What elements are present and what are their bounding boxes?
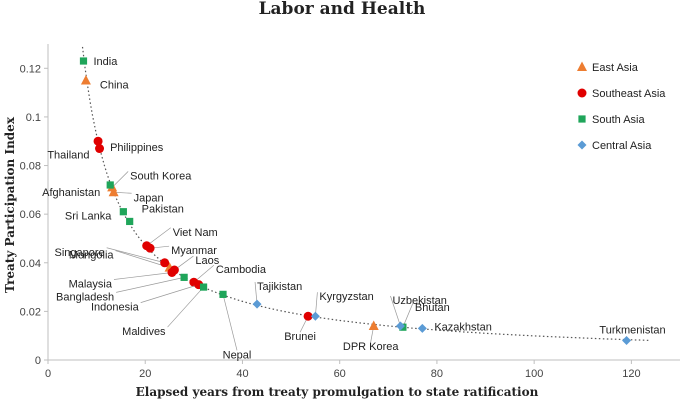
point-label-dpr-korea: DPR Korea — [343, 341, 400, 353]
leader-line-mongolia — [115, 250, 170, 268]
point-india — [79, 57, 88, 65]
point-label-maldives: Maldives — [122, 326, 166, 338]
point-label-singapore: Singapore — [55, 247, 105, 259]
leader-line-malaysia — [113, 272, 173, 280]
chart-title: Labor and Health — [259, 0, 426, 19]
point-label-cambodia: Cambodia — [216, 264, 267, 276]
point-label-malaysia: Malaysia — [69, 278, 113, 290]
point-kyrgyzstan — [310, 311, 320, 321]
point-label-kyrgyzstan: Kyrgyzstan — [319, 291, 373, 303]
point-malaysia — [167, 267, 177, 277]
legend-marker-south-asia — [578, 115, 586, 123]
legend-marker-east-asia — [577, 61, 587, 71]
plot-area: 0 20 40 60 80 100 120 0 0.02 0.04 0.06 0.08 0.1 0.12 C… — [20, 44, 680, 380]
legend-marker-central-asia — [577, 140, 587, 150]
leader-line-maldives — [167, 286, 204, 328]
point-label-uzbekistan: Uzbekistan — [392, 295, 446, 307]
point-label-afghanistan: Afghanistan — [42, 187, 100, 199]
point-japan — [108, 186, 119, 197]
x-tick-label: 60 — [334, 368, 346, 380]
legend: East Asia Southeast Asia South Asia Central… — [577, 61, 666, 152]
x-tick-label: 20 — [139, 368, 151, 380]
legend-label-south-asia: South Asia — [592, 114, 645, 126]
point-label-south-korea: South Korea — [130, 170, 192, 182]
leader-line-uzbekistan — [390, 295, 401, 327]
leader-line-south-korea — [111, 171, 129, 188]
point-uzbekistan — [395, 321, 405, 331]
point-maldives — [199, 283, 208, 291]
point-label-myanmar: Myanmar — [171, 245, 217, 257]
legend-label-southeast-asia: Southeast Asia — [592, 88, 666, 100]
point-singapore — [160, 258, 170, 268]
point-label-laos: Laos — [195, 255, 219, 267]
point-label-nepal: Nepal — [223, 349, 252, 361]
point-nepal — [219, 290, 227, 298]
y-tick-label: 0.04 — [20, 258, 41, 270]
point-kazakhstan — [417, 323, 427, 333]
leader-line-viet-nam — [146, 227, 171, 247]
point-label-pakistan: Pakistan — [142, 203, 184, 215]
y-tick-label: 0.06 — [20, 209, 41, 221]
point-label-brunei: Brunei — [284, 331, 316, 343]
point-turkmenistan — [622, 336, 632, 346]
x-tick-label: 120 — [622, 368, 640, 380]
x-tick-label: 80 — [431, 368, 443, 380]
point-china — [80, 74, 91, 85]
x-tick-label: 0 — [45, 368, 51, 380]
x-tick-label: 100 — [525, 368, 543, 380]
point-dpr-korea — [368, 320, 379, 330]
y-tick-label: 0.08 — [20, 161, 41, 173]
point-label-tajikistan: Tajikistan — [257, 281, 302, 293]
y-axis-title: Treaty Participation Index — [3, 116, 17, 293]
y-tick-label: 0.1 — [26, 112, 41, 124]
point-label-indonesia: Indonesia — [91, 302, 140, 314]
point-label-kazakhstan: Kazakhstan — [434, 321, 491, 333]
leader-line-bangladesh — [116, 277, 185, 293]
y-tick-label: 0 — [35, 355, 41, 367]
point-label-turkmenistan: Turkmenistan — [599, 325, 665, 337]
point-thailand — [95, 144, 105, 154]
point-brunei — [303, 311, 313, 321]
legend-label-central-asia: Central Asia — [592, 140, 652, 152]
point-sri-lanka — [119, 208, 127, 216]
point-tajikistan — [252, 299, 262, 309]
leader-line-nepal — [222, 294, 238, 351]
x-axis-title: Elapsed years from treaty promulgation t… — [136, 385, 539, 399]
leader-line-bhutan — [402, 303, 414, 328]
point-philippines — [93, 136, 103, 146]
leader-line-singapore — [106, 247, 165, 264]
point-label-india: India — [93, 56, 118, 68]
point-label-bhutan: Bhutan — [415, 302, 450, 314]
point-label-bangladesh: Bangladesh — [56, 291, 114, 303]
x-tick-label: 40 — [236, 368, 248, 380]
y-tick-label: 0.12 — [20, 63, 41, 75]
point-pakistan — [126, 217, 134, 226]
y-tick-label: 0.02 — [20, 306, 41, 318]
point-label-china: China — [100, 79, 130, 91]
legend-marker-southeast-asia — [577, 88, 587, 98]
leader-line-indonesia — [140, 284, 199, 303]
point-label-mongolia: Mongolia — [69, 250, 115, 262]
point-bangladesh — [180, 273, 188, 281]
point-label-japan: Japan — [134, 192, 164, 204]
point-myanmar — [145, 243, 155, 253]
point-label-sri-lanka: Sri Lanka — [65, 211, 112, 223]
point-label-philippines: Philippines — [110, 142, 164, 154]
point-label-viet-nam: Viet Nam — [173, 227, 218, 239]
point-afghanistan — [106, 181, 114, 189]
legend-label-east-asia: East Asia — [592, 62, 639, 74]
point-label-thailand: Thailand — [47, 150, 89, 162]
leader-line-japan — [113, 191, 132, 194]
